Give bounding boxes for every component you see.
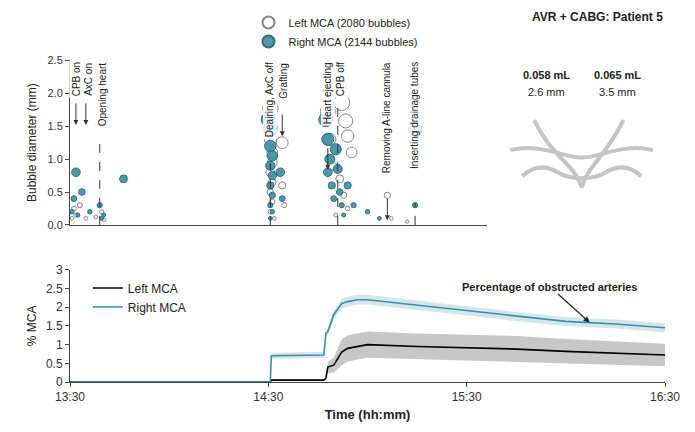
svg-text:Percentage of obstructed arter: Percentage of obstructed arteries <box>462 281 637 293</box>
svg-text:Inserting drainage tubes: Inserting drainage tubes <box>409 62 420 169</box>
svg-text:Bubble diameter (mm): Bubble diameter (mm) <box>25 83 39 202</box>
svg-text:AVR + CABG: Patient 5: AVR + CABG: Patient 5 <box>532 10 663 24</box>
svg-text:CPB off: CPB off <box>335 62 346 96</box>
svg-text:Left MCA (2080 bubbles): Left MCA (2080 bubbles) <box>289 17 411 29</box>
svg-text:16:30: 16:30 <box>650 390 680 404</box>
svg-text:2.5: 2.5 <box>46 282 63 296</box>
svg-text:2: 2 <box>56 300 63 314</box>
svg-text:Right MCA (2144 bubbles): Right MCA (2144 bubbles) <box>289 36 418 48</box>
svg-text:0.5: 0.5 <box>46 357 63 371</box>
svg-text:1.5: 1.5 <box>46 319 63 333</box>
svg-text:1.0: 1.0 <box>48 153 63 165</box>
svg-text:Heart ejecting: Heart ejecting <box>322 62 333 124</box>
svg-text:1: 1 <box>56 338 63 352</box>
svg-text:15:30: 15:30 <box>452 390 482 404</box>
svg-text:3.5 mm: 3.5 mm <box>599 86 636 98</box>
svg-text:13:30: 13:30 <box>55 390 85 404</box>
svg-text:1.5: 1.5 <box>48 120 63 132</box>
svg-text:2.6 mm: 2.6 mm <box>528 86 565 98</box>
svg-text:Removing A-line cannula: Removing A-line cannula <box>381 62 392 173</box>
svg-text:Opening heart: Opening heart <box>97 63 108 127</box>
svg-text:% MCA: % MCA <box>25 306 39 347</box>
svg-text:0: 0 <box>56 375 63 389</box>
svg-text:14:30: 14:30 <box>253 390 283 404</box>
svg-text:CPB on: CPB on <box>71 62 82 96</box>
svg-text:Right MCA: Right MCA <box>128 301 186 315</box>
svg-text:3: 3 <box>56 263 63 277</box>
svg-text:2.5: 2.5 <box>48 54 63 66</box>
svg-text:0.058 mL: 0.058 mL <box>523 69 570 81</box>
svg-text:Left MCA: Left MCA <box>128 282 178 296</box>
svg-text:0.0: 0.0 <box>48 219 63 231</box>
svg-text:Deairing, AxC off: Deairing, AxC off <box>264 62 275 137</box>
svg-text:Grafting: Grafting <box>278 63 289 99</box>
svg-text:AxC on: AxC on <box>83 63 94 96</box>
svg-text:2.0: 2.0 <box>48 87 63 99</box>
svg-text:0.065 mL: 0.065 mL <box>594 69 641 81</box>
svg-text:Time (hh:mm): Time (hh:mm) <box>325 407 411 422</box>
svg-text:0.5: 0.5 <box>48 186 63 198</box>
